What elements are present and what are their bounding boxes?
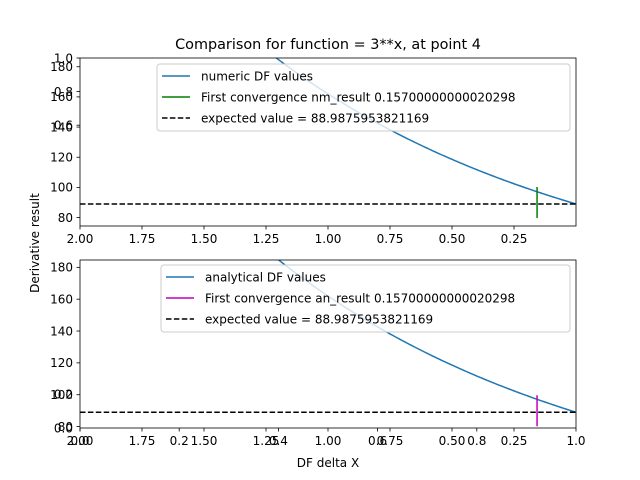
x-tick: 0.50 bbox=[439, 226, 466, 246]
legend-box bbox=[160, 264, 571, 333]
y-tick-label: 180 bbox=[50, 60, 73, 74]
y-tick: 80 bbox=[58, 420, 80, 434]
y-tick: 180 bbox=[50, 261, 80, 275]
x-tick-label: 1.50 bbox=[191, 232, 218, 246]
x-tick: 0.75 bbox=[377, 428, 404, 448]
panel-top: 2.00 1.75 1.50 1.25 1.00 0.75 0.50 0.25 80 100 120… bbox=[50, 57, 577, 246]
x-tick-label: 1.75 bbox=[129, 434, 156, 448]
y-tick: 120 bbox=[50, 356, 80, 370]
y-tick: 120 bbox=[50, 151, 80, 165]
x-tick: 1.75 bbox=[129, 428, 156, 448]
x-tick: 1.75 bbox=[129, 226, 156, 246]
y-tick-label: 160 bbox=[50, 292, 73, 306]
overlay-y-tick-label: 1.0 bbox=[54, 51, 73, 65]
y-tick-label: 160 bbox=[50, 90, 73, 104]
overlay-y-tick-label: 0.0 bbox=[54, 421, 73, 435]
x-tick-label: 0.75 bbox=[377, 434, 404, 448]
overlay-x-tick-label: 0.8 bbox=[467, 434, 486, 448]
x-tick: 0.50 bbox=[439, 428, 466, 448]
overlay-y-tick-label: 0.8 bbox=[54, 85, 73, 99]
x-tick: 2.00 bbox=[67, 226, 94, 246]
x-tick: 1.00 bbox=[315, 428, 342, 448]
legend-label: numeric DF values bbox=[201, 69, 313, 83]
y-tick: 140 bbox=[50, 324, 80, 338]
y-tick-label: 100 bbox=[50, 181, 73, 195]
y-tick: 160 bbox=[50, 90, 80, 104]
y-tick-label: 140 bbox=[50, 324, 73, 338]
overlay-y-tick-label: 0.6 bbox=[54, 119, 73, 133]
y-tick-label: 120 bbox=[50, 356, 73, 370]
y-tick: 140 bbox=[50, 120, 80, 134]
x-tick-label: 2.00 bbox=[67, 434, 94, 448]
x-axis-label: DF delta X bbox=[297, 456, 359, 470]
x-tick-label: 0.50 bbox=[439, 434, 466, 448]
legend-label: expected value = 88.9875953821169 bbox=[205, 312, 433, 326]
x-tick: 0.25 bbox=[501, 226, 528, 246]
legend-label: expected value = 88.9875953821169 bbox=[201, 111, 429, 125]
x-tick-label: 0.25 bbox=[501, 232, 528, 246]
x-tick-label: 1.75 bbox=[129, 232, 156, 246]
y-tick: 80 bbox=[58, 211, 80, 225]
y-tick-label: 80 bbox=[58, 420, 73, 434]
y-tick-label: 100 bbox=[50, 388, 73, 402]
legend-box bbox=[156, 63, 571, 132]
overlay-x-tick-label: 0.2 bbox=[170, 434, 189, 448]
overlay-x-tick-label: 0.0 bbox=[70, 434, 89, 448]
y-tick-label: 80 bbox=[58, 211, 73, 225]
y-tick: 100 bbox=[50, 181, 80, 195]
x-tick: 1.25 bbox=[253, 428, 280, 448]
x-tick: 1.25 bbox=[253, 226, 280, 246]
chart-title: Comparison for function = 3**x, at point… bbox=[175, 37, 481, 53]
y-tick: 100 bbox=[50, 388, 80, 402]
x-tick-label: 1.00 bbox=[315, 434, 342, 448]
x-tick-label: 1.50 bbox=[191, 434, 218, 448]
legend-label: First convergence nm_result 0.1570000000… bbox=[201, 90, 516, 104]
x-tick: 1.50 bbox=[191, 226, 218, 246]
legend: numeric DF values First convergence nm_re… bbox=[156, 63, 571, 132]
x-tick-label: 2.00 bbox=[67, 232, 94, 246]
legend-label: analytical DF values bbox=[205, 270, 326, 284]
x-tick: 0.25 bbox=[501, 428, 528, 448]
y-tick: 160 bbox=[50, 292, 80, 306]
x-tick: 1.50 bbox=[191, 428, 218, 448]
y-tick-label: 180 bbox=[50, 261, 73, 275]
y-axis-label: Derivative result bbox=[28, 193, 42, 293]
legend-label: First convergence an_result 0.1570000000… bbox=[205, 291, 515, 305]
overlay-y-tick-label: 0.2 bbox=[54, 388, 73, 402]
overlay-x-tick-label: 1.0 bbox=[566, 434, 585, 448]
x-tick-label: 1.25 bbox=[253, 434, 280, 448]
x-tick-label: 1.00 bbox=[315, 232, 342, 246]
x-tick: 1.00 bbox=[315, 226, 342, 246]
x-tick-label: 0.75 bbox=[377, 232, 404, 246]
y-tick-label: 140 bbox=[50, 120, 73, 134]
x-tick-label: 0.50 bbox=[439, 232, 466, 246]
overlay-axis-ticks: 0.6 0.8 1.0 0.0 0.2 0.0 0.2 0.4 0.6 0.8 1.0 bbox=[54, 51, 586, 448]
x-tick-label: 1.25 bbox=[253, 232, 280, 246]
legend: analytical DF values First convergence an… bbox=[160, 264, 571, 333]
overlay-x-tick-label: 0.4 bbox=[269, 434, 288, 448]
overlay-x-tick-label: 0.6 bbox=[368, 434, 387, 448]
y-tick-label: 120 bbox=[50, 151, 73, 165]
y-tick: 180 bbox=[50, 60, 80, 74]
x-tick: 0.75 bbox=[377, 226, 404, 246]
panel-bottom: 2.00 1.75 1.50 1.25 1.00 0.75 0.50 0.25 80 100 120… bbox=[50, 259, 577, 448]
x-tick-label: 0.25 bbox=[501, 434, 528, 448]
